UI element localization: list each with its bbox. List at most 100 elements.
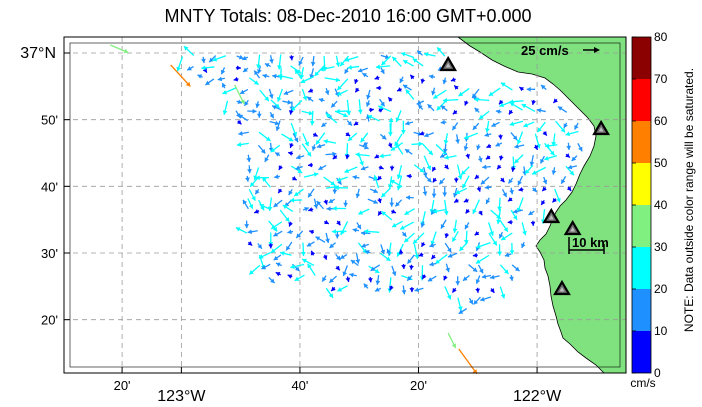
current-vector [497, 244, 503, 256]
current-vector [352, 175, 360, 180]
current-vector-head [504, 269, 509, 274]
current-vector [337, 285, 348, 292]
current-vector [220, 67, 226, 75]
current-vector [374, 153, 380, 159]
current-vector-head [519, 87, 525, 92]
current-vector [453, 198, 459, 203]
current-vector [430, 254, 436, 260]
current-vector-head [362, 141, 368, 146]
current-vector-head [386, 249, 392, 254]
current-vector-head [452, 125, 457, 131]
current-vector [236, 119, 242, 125]
current-vector-head [381, 192, 386, 198]
current-vector [380, 187, 391, 198]
current-vector [509, 243, 515, 255]
current-vector-head [259, 203, 265, 209]
current-vector-head [336, 220, 341, 226]
current-vector [436, 46, 446, 57]
current-vector [364, 229, 380, 234]
current-vector [269, 55, 274, 64]
current-vector-head [276, 262, 281, 267]
current-vector-head [273, 255, 279, 261]
current-vector [444, 154, 457, 160]
current-vector [444, 286, 452, 300]
current-vector [423, 52, 436, 57]
current-vector-head [501, 235, 506, 241]
current-vector [343, 200, 349, 207]
current-vector [176, 56, 184, 72]
current-vector-head [345, 131, 351, 137]
current-vector-head [287, 99, 292, 105]
current-vector-head [325, 238, 330, 243]
current-vector [205, 78, 215, 86]
current-vector-head [464, 224, 470, 230]
reference-vector-arrowhead [594, 47, 600, 53]
current-vector-head [388, 117, 394, 123]
current-vector [472, 122, 480, 131]
current-vector [465, 208, 471, 214]
current-vector [379, 98, 386, 107]
colorbar-segment [632, 163, 651, 205]
chart-title: MNTY Totals: 08-Dec-2010 16:00 GMT+0.000 [164, 6, 531, 26]
current-vector [274, 151, 281, 157]
current-vector-head [405, 149, 410, 154]
current-vector [307, 263, 316, 276]
current-vector-head [422, 172, 428, 178]
current-vector-head [437, 47, 442, 52]
current-vector [357, 99, 363, 114]
current-vector-head [541, 85, 546, 90]
current-vector-head [256, 64, 261, 69]
current-vector-head [439, 179, 444, 185]
current-vector-head [451, 343, 457, 349]
current-vector [513, 154, 524, 164]
current-vector [268, 243, 274, 249]
current-vector-head [474, 97, 479, 103]
current-vector-head [287, 274, 293, 279]
current-vector-head [395, 143, 401, 149]
current-vector-head [318, 97, 324, 103]
current-vector [474, 174, 480, 180]
current-vector-head [380, 101, 385, 107]
current-vector-head [485, 128, 490, 133]
current-vector [389, 285, 394, 291]
current-vector-head [289, 56, 294, 61]
current-vector [235, 65, 241, 71]
current-vector [551, 133, 557, 147]
current-vector-head [418, 252, 424, 257]
current-vector [374, 287, 382, 292]
colorbar-tick-label: 60 [654, 114, 668, 128]
current-vector-head [294, 69, 300, 75]
current-vector-head [447, 247, 452, 253]
current-vector-head [362, 73, 368, 78]
current-vector-head [377, 175, 383, 181]
current-vector [445, 263, 450, 273]
current-vector [369, 188, 379, 194]
current-vector [534, 133, 541, 149]
current-vector-head [420, 79, 426, 84]
current-vector [380, 55, 392, 66]
current-vector [531, 166, 547, 175]
current-vector-head [409, 288, 415, 293]
current-vector-head [419, 130, 425, 136]
current-vector-head [291, 106, 296, 112]
current-vector-head [565, 153, 570, 158]
current-vector [396, 165, 403, 180]
current-vector [402, 84, 412, 91]
current-vector-head [452, 109, 458, 115]
current-vector-head [513, 209, 518, 214]
current-vector [405, 195, 414, 200]
current-vector [278, 165, 283, 171]
current-vector [422, 167, 428, 178]
current-vector-head [405, 195, 411, 200]
current-vector-head [288, 110, 294, 115]
current-vector-head [446, 294, 452, 300]
current-vector-head [479, 268, 484, 274]
current-vector-head [345, 154, 350, 160]
radar-site-marker [542, 207, 561, 224]
current-vector [276, 88, 283, 102]
current-vector-head [292, 176, 297, 181]
current-vector [482, 164, 491, 170]
current-vector-head [490, 274, 495, 280]
current-vector [301, 143, 312, 157]
